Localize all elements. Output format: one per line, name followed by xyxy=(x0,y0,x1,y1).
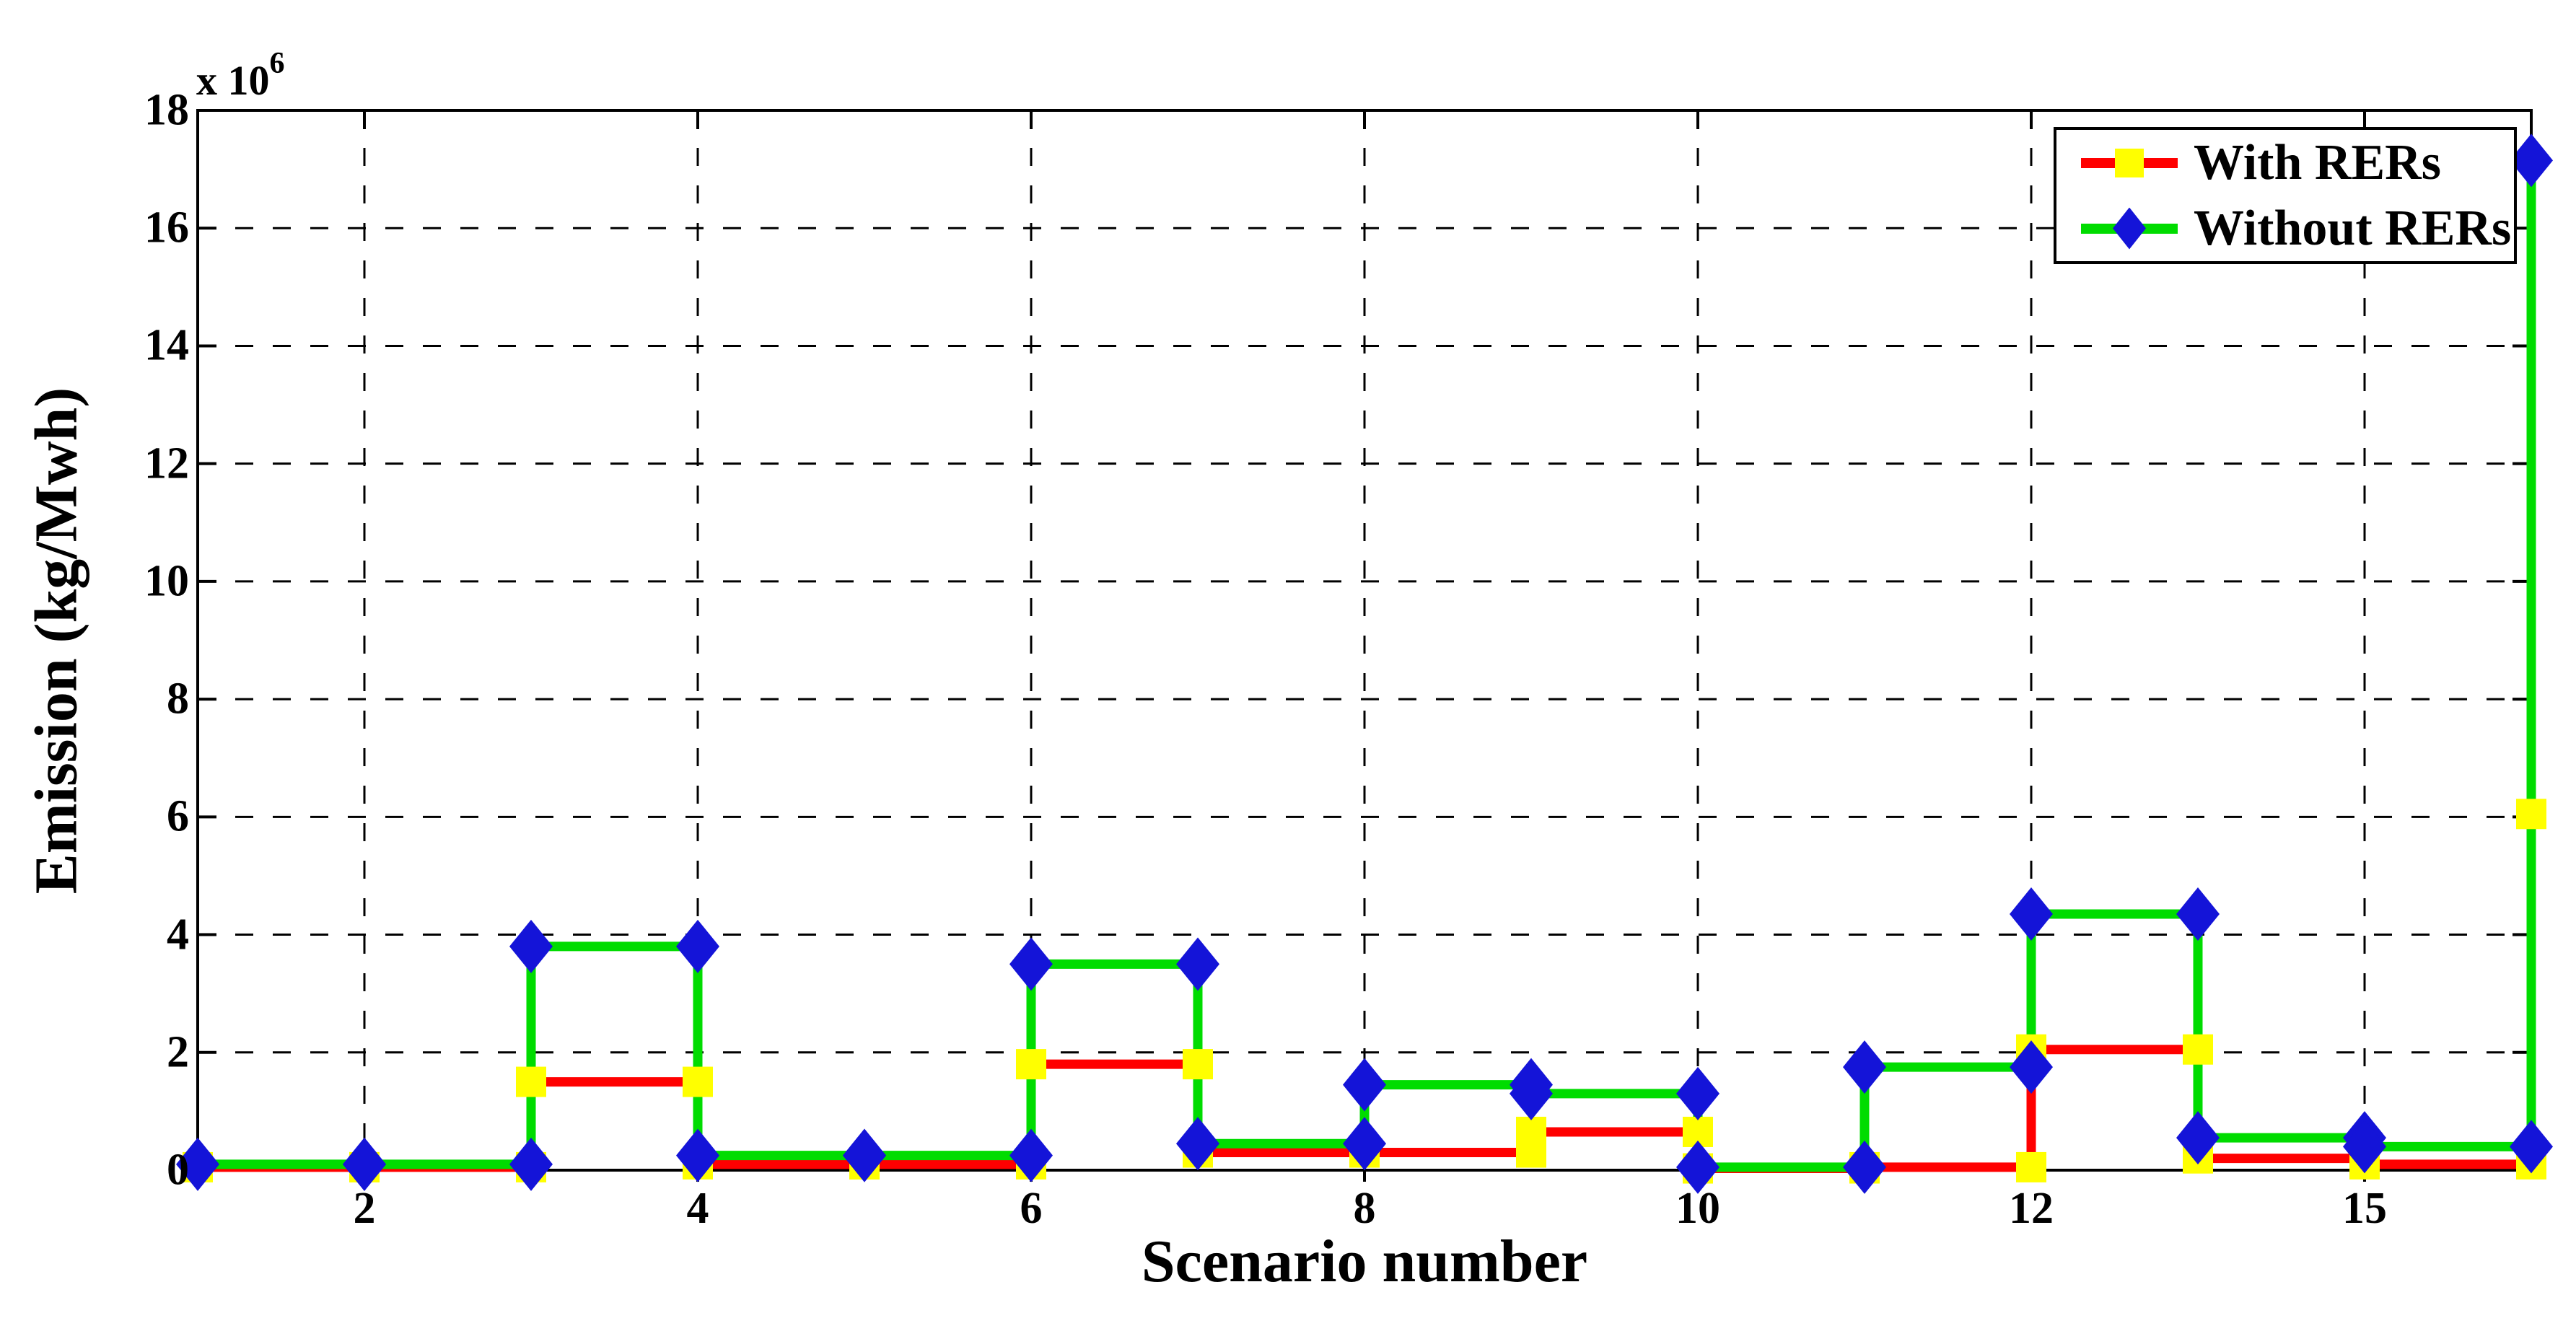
blue-diamond-marker-icon xyxy=(1176,1117,1219,1171)
legend-swatch-with-rers xyxy=(2056,130,2191,196)
legend-label-without-rers: Without RERs xyxy=(2194,200,2512,256)
blue-diamond-marker-icon xyxy=(1343,1058,1386,1112)
exponent-power-text: 6 xyxy=(269,47,285,80)
x-tick-label: 15 xyxy=(2342,1184,2387,1233)
yellow-square-marker-icon xyxy=(516,1066,546,1097)
y-tick-label: 2 xyxy=(167,1027,189,1077)
blue-diamond-marker-icon xyxy=(1009,1128,1053,1182)
y-axis-title: Emission (kg/Mwh) xyxy=(22,387,90,895)
legend-item-without-rers: Without RERs xyxy=(2056,196,2514,261)
blue-diamond-marker-icon xyxy=(509,1137,553,1191)
y-tick-label: 16 xyxy=(144,203,189,253)
blue-diamond-marker-icon xyxy=(676,1128,719,1182)
blue-diamond-marker-icon xyxy=(1676,1140,1719,1194)
blue-diamond-marker-icon xyxy=(176,1137,219,1191)
blue-diamond-marker-icon xyxy=(843,1128,886,1182)
x-tick-label: 2 xyxy=(353,1184,376,1233)
blue-diamond-marker-icon xyxy=(343,1137,386,1191)
blue-diamond-marker-icon xyxy=(1676,1066,1719,1120)
blue-diamond-marker-icon xyxy=(2176,887,2220,941)
exponent-base-text: x 10 xyxy=(196,57,270,104)
blue-diamond-marker-icon xyxy=(1009,937,1053,991)
yellow-square-marker-icon xyxy=(2516,799,2546,830)
y-axis-exponent-label: x 106 xyxy=(196,46,285,105)
yellow-square-marker-icon xyxy=(1183,1049,1213,1080)
legend-swatch-without-rers xyxy=(2056,196,2191,261)
legend-item-with-rers: With RERs xyxy=(2056,130,2514,196)
y-tick-label: 8 xyxy=(167,674,189,724)
blue-diamond-marker-icon xyxy=(676,919,719,973)
x-tick-label: 12 xyxy=(2009,1184,2054,1233)
blue-diamond-marker-icon xyxy=(2010,887,2053,941)
blue-diamond-marker-icon xyxy=(1510,1066,1553,1120)
y-tick-label: 18 xyxy=(144,85,189,135)
y-tick-label: 0 xyxy=(167,1145,189,1195)
blue-diamond-marker-icon xyxy=(2113,207,2146,250)
legend-label-with-rers: With RERs xyxy=(2194,134,2441,190)
y-tick-label: 14 xyxy=(144,320,189,370)
blue-diamond-marker-icon xyxy=(1843,1040,1886,1094)
x-tick-label: 4 xyxy=(686,1184,709,1233)
y-tick-label: 6 xyxy=(167,791,189,841)
blue-diamond-marker-icon xyxy=(1176,937,1219,991)
yellow-square-marker-icon xyxy=(683,1066,713,1097)
blue-diamond-marker-icon xyxy=(1843,1140,1886,1194)
x-tick-label: 10 xyxy=(1675,1184,1720,1233)
yellow-square-marker-icon xyxy=(1516,1116,1546,1147)
blue-diamond-marker-icon xyxy=(2010,1040,2053,1094)
yellow-square-marker-icon xyxy=(2115,148,2144,177)
blue-diamond-marker-icon xyxy=(509,919,553,973)
yellow-square-marker-icon xyxy=(2183,1034,2213,1065)
y-tick-label: 10 xyxy=(144,556,189,606)
yellow-square-marker-icon xyxy=(2016,1151,2046,1182)
blue-diamond-marker-icon xyxy=(2343,1120,2386,1174)
legend: With RERs Without RERs xyxy=(2054,127,2517,264)
y-tick-label: 4 xyxy=(167,910,189,960)
blue-diamond-marker-icon xyxy=(1343,1117,1386,1171)
y-tick-label: 12 xyxy=(144,439,189,488)
blue-diamond-marker-icon xyxy=(2510,133,2553,188)
x-tick-label: 8 xyxy=(1353,1184,1376,1233)
yellow-square-marker-icon xyxy=(1016,1049,1046,1080)
blue-diamond-marker-icon xyxy=(2176,1111,2220,1165)
x-tick-label: 6 xyxy=(1020,1184,1043,1233)
x-axis-title: Scenario number xyxy=(1141,1228,1588,1295)
blue-diamond-marker-icon xyxy=(2510,1120,2553,1174)
